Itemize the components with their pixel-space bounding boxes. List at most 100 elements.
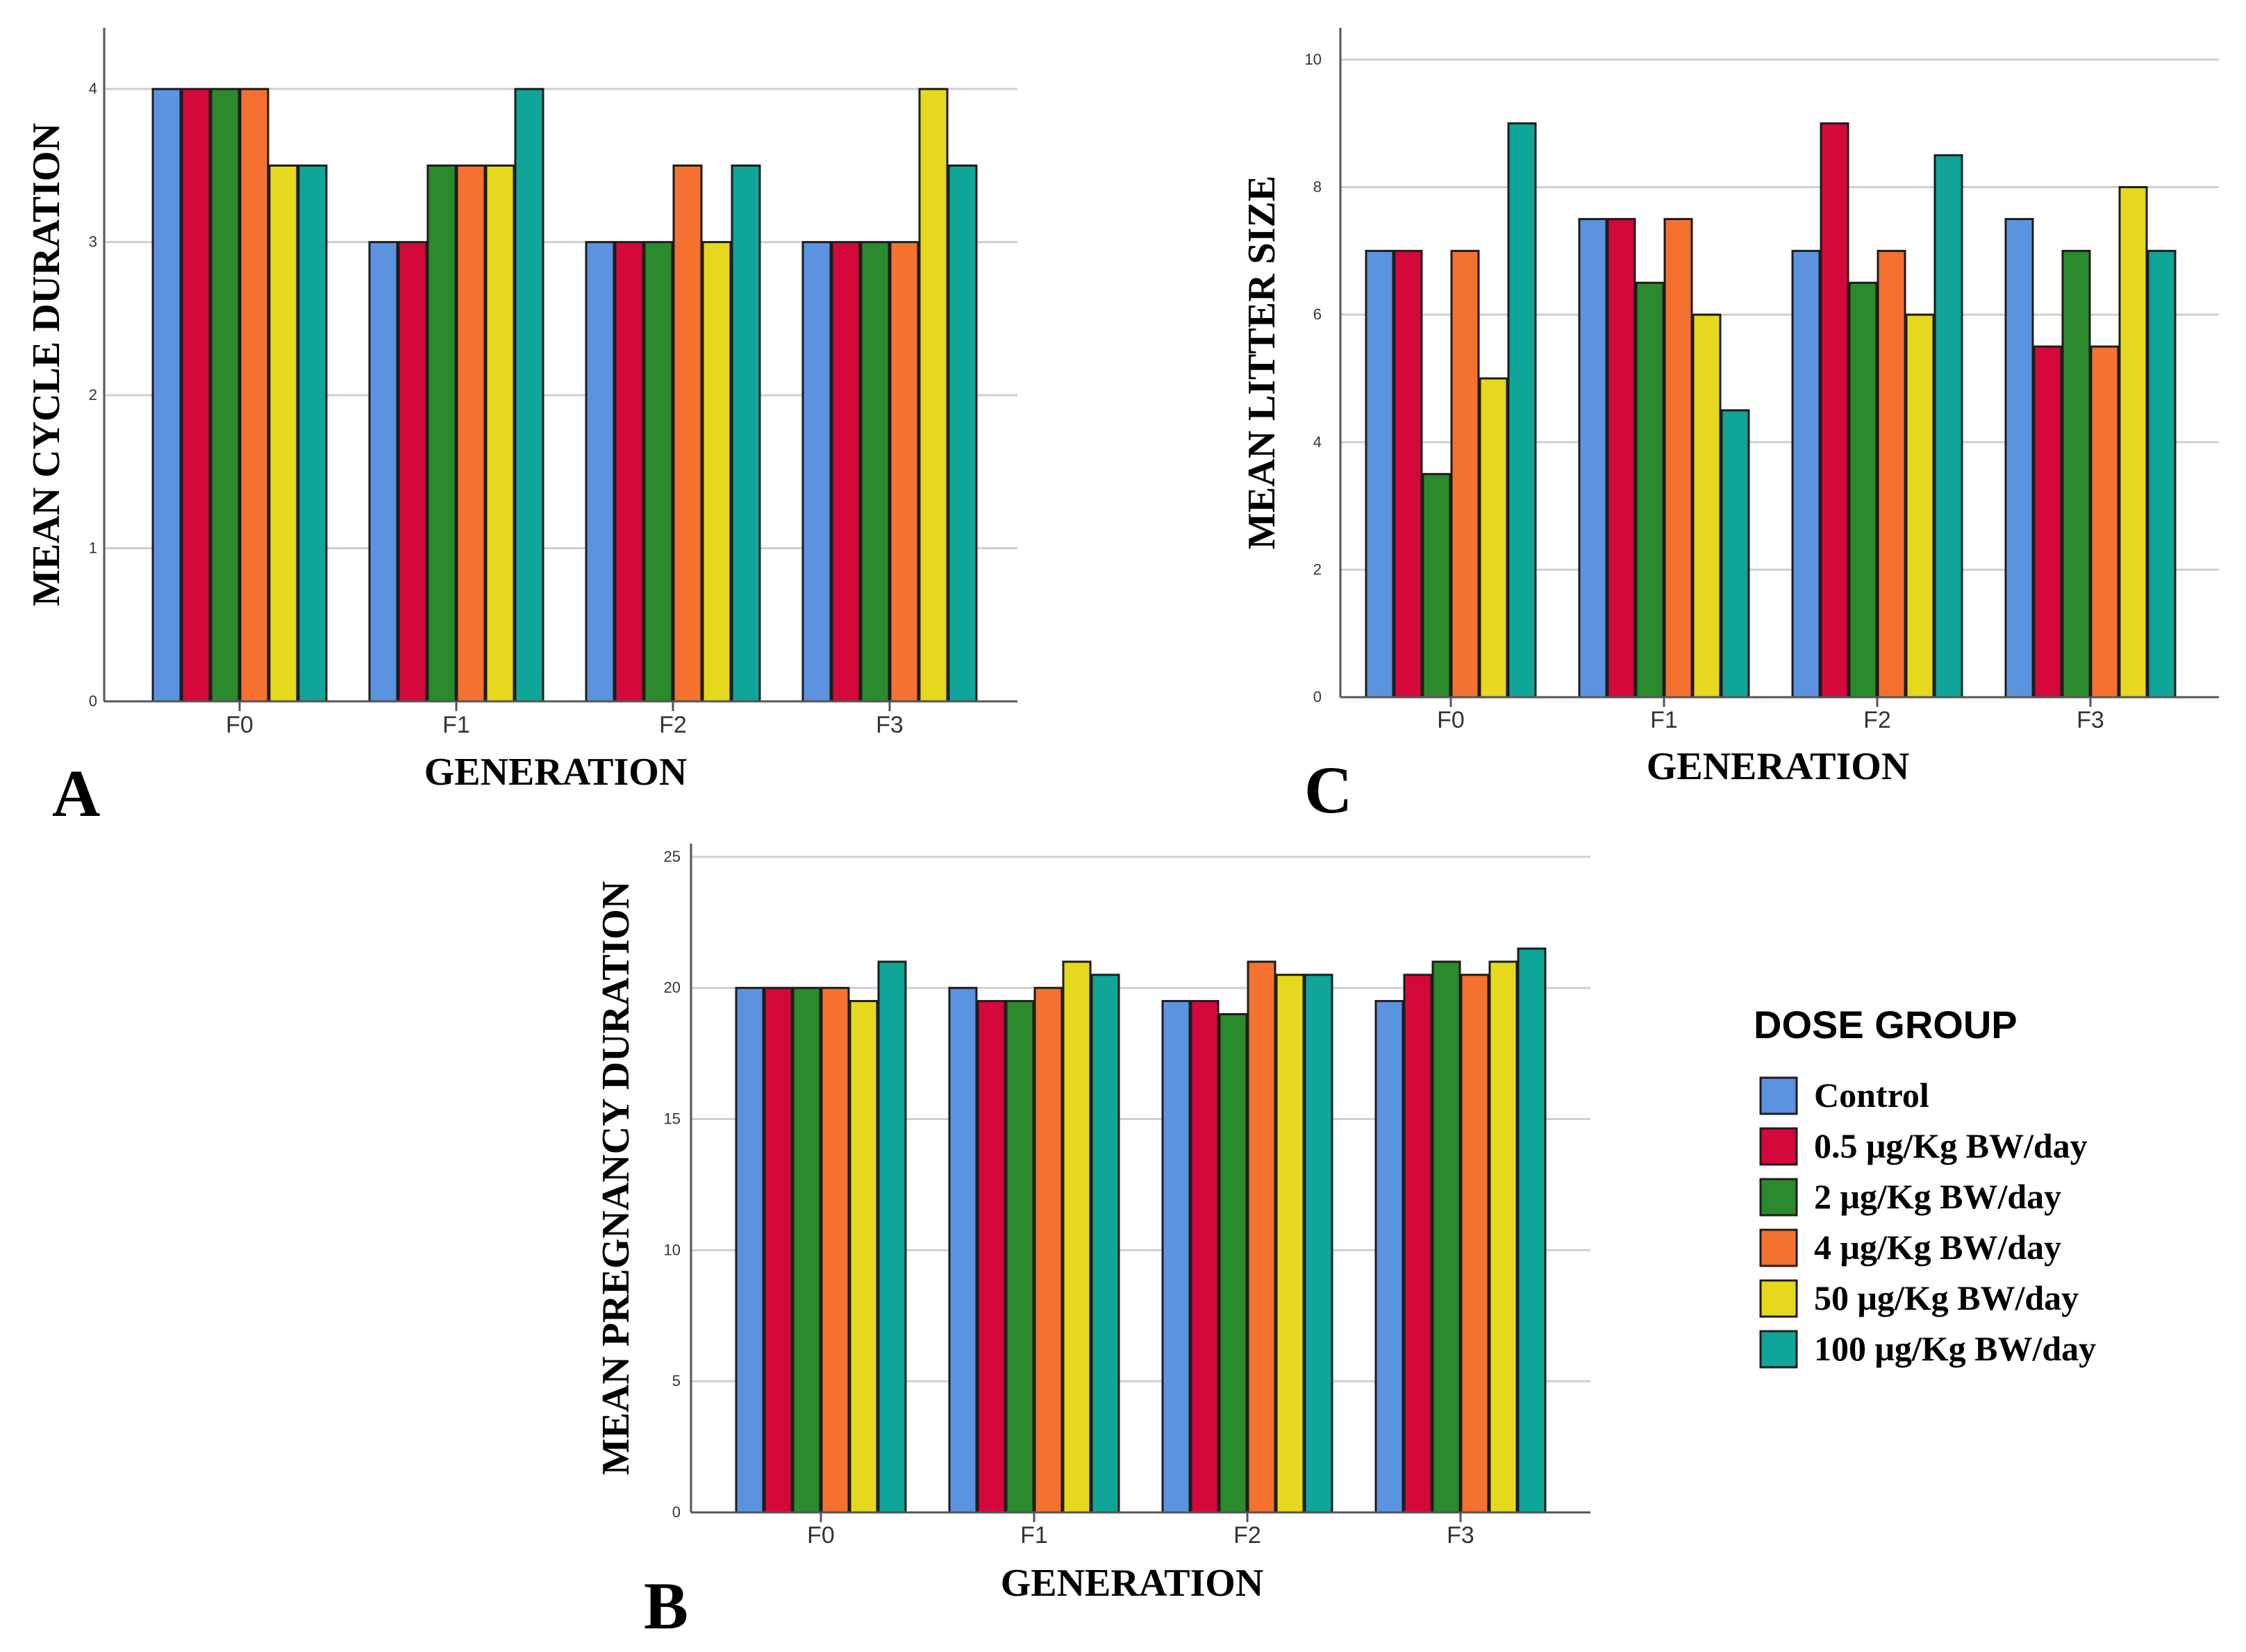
bar-f2-series-2 bbox=[1218, 1012, 1248, 1514]
bar-f0-series-1 bbox=[1393, 249, 1423, 699]
bar-f1-series-5 bbox=[1720, 409, 1750, 699]
x-tick-label: F0 bbox=[807, 1522, 835, 1549]
bar-f3-series-4 bbox=[918, 87, 949, 703]
bar-f1-series-5 bbox=[514, 87, 544, 703]
y-tick-label: 0 bbox=[672, 1503, 681, 1521]
legend-label: 100 μg/Kg BW/day bbox=[1814, 1329, 2096, 1368]
bar-f2-series-3 bbox=[1247, 960, 1276, 1514]
panel-label-c: C bbox=[1304, 753, 1352, 827]
bar-f0-series-2 bbox=[792, 987, 822, 1514]
x-tick-label: F2 bbox=[1233, 1522, 1261, 1549]
bar-f0-series-0 bbox=[151, 87, 182, 703]
bar-f0-series-1 bbox=[181, 87, 211, 703]
x-axis-title: GENERATION bbox=[1001, 1562, 1264, 1605]
legend-swatch bbox=[1759, 1330, 1798, 1369]
legend-label: 2 μg/Kg BW/day bbox=[1814, 1177, 2061, 1216]
bar-f0-series-2 bbox=[210, 87, 240, 703]
bar-f2-series-3 bbox=[672, 164, 703, 703]
bar-f1-series-1 bbox=[397, 241, 428, 703]
legend: DOSE GROUP Control 0.5 μg/Kg BW/day 2 μg/Kg… bbox=[1754, 1003, 2096, 1369]
y-tick-label: 5 bbox=[672, 1372, 681, 1390]
x-tick-label: F3 bbox=[876, 712, 904, 738]
bar-f1-series-1 bbox=[976, 1000, 1006, 1514]
bar-f2-series-4 bbox=[1275, 974, 1305, 1514]
chart-panel-c: 0 2 4 6 8 10 F0 F1 F2 F3 GENERATION MEAN LITTER SIZ… bbox=[1240, 28, 2219, 827]
bar-f3-series-3 bbox=[889, 241, 920, 703]
bar-f1-series-0 bbox=[1578, 217, 1608, 699]
panel-label-b: B bbox=[644, 1569, 688, 1643]
bar-f2-series-0 bbox=[1161, 1000, 1191, 1514]
bar-f1-series-3 bbox=[456, 164, 486, 703]
bar-f3-series-5 bbox=[947, 164, 978, 703]
y-tick-label: 8 bbox=[1313, 178, 1322, 196]
bar-f2-series-1 bbox=[1820, 122, 1849, 699]
bar-f0-series-5 bbox=[297, 164, 328, 703]
legend-label: 4 μg/Kg BW/day bbox=[1814, 1228, 2061, 1267]
bar-f2-series-5 bbox=[731, 164, 761, 703]
y-axis-title: MEAN PREGNANCY DURATION bbox=[594, 881, 638, 1476]
bar-f1-series-3 bbox=[1033, 987, 1063, 1514]
bar-f0-series-3 bbox=[239, 87, 269, 703]
bar-f2-series-5 bbox=[1933, 154, 1963, 699]
bar-f0-series-4 bbox=[1479, 377, 1508, 699]
bar-f2-series-0 bbox=[1791, 249, 1821, 699]
y-axis-title: MEAN LITTER SIZE bbox=[1240, 176, 1283, 549]
x-tick-label: F3 bbox=[2077, 707, 2104, 733]
y-tick-label: 4 bbox=[89, 80, 97, 97]
bar-f3-series-0 bbox=[2004, 217, 2034, 699]
y-tick-label: 10 bbox=[664, 1241, 681, 1258]
y-tick-label: 6 bbox=[1313, 306, 1322, 323]
bar-f1-series-1 bbox=[1606, 217, 1636, 699]
bar-f1-series-4 bbox=[1062, 960, 1092, 1514]
bar-f3-series-0 bbox=[801, 241, 832, 703]
bar-f0-series-5 bbox=[1507, 122, 1537, 699]
bar-f1-series-3 bbox=[1663, 217, 1693, 699]
x-axis-title: GENERATION bbox=[1647, 745, 1910, 788]
x-tick-label: F1 bbox=[442, 712, 470, 738]
bar-f3-series-1 bbox=[831, 241, 861, 703]
bar-f1-series-0 bbox=[948, 987, 978, 1514]
y-tick-label: 0 bbox=[89, 692, 97, 710]
bar-f1-series-2 bbox=[426, 164, 457, 703]
y-tick-label: 2 bbox=[1313, 560, 1322, 578]
bar-f3-series-4 bbox=[2118, 186, 2148, 699]
legend-swatch bbox=[1759, 1076, 1798, 1115]
x-tick-label: F3 bbox=[1447, 1522, 1474, 1549]
bar-f2-series-4 bbox=[701, 241, 732, 703]
y-tick-label: 2 bbox=[89, 386, 97, 403]
legend-swatch bbox=[1759, 1178, 1798, 1217]
bar-f3-series-0 bbox=[1374, 1000, 1404, 1514]
bar-f0-series-4 bbox=[849, 1000, 879, 1514]
legend-swatch bbox=[1759, 1279, 1798, 1318]
y-tick-label: 0 bbox=[1313, 688, 1322, 706]
y-tick-label: 4 bbox=[1313, 433, 1322, 451]
bar-f2-series-2 bbox=[643, 241, 674, 703]
bar-f3-series-5 bbox=[1517, 947, 1547, 1514]
bar-f3-series-1 bbox=[1403, 974, 1433, 1514]
bar-f3-series-1 bbox=[2033, 345, 2063, 699]
bar-f1-series-2 bbox=[1005, 1000, 1035, 1514]
bar-f3-series-2 bbox=[1431, 960, 1461, 1514]
chart-panel-b: 0 5 10 15 20 25 F0 F1 F2 F3 GENERATION MEAN PREGNAN… bbox=[594, 844, 1590, 1643]
bar-f2-series-3 bbox=[1877, 249, 1906, 699]
y-tick-label: 10 bbox=[1305, 51, 1322, 68]
legend-title: DOSE GROUP bbox=[1754, 1003, 2018, 1046]
bar-f0-series-2 bbox=[1422, 473, 1451, 699]
chart-panel-a: 0 1 2 3 4 F0 F1 F2 F3 GENERATION MEAN CYCLE DURATI… bbox=[25, 28, 1017, 831]
bar-f2-series-1 bbox=[1190, 1000, 1220, 1514]
bar-f2-series-0 bbox=[585, 241, 615, 703]
y-tick-label: 20 bbox=[664, 979, 681, 996]
panel-label-a: A bbox=[52, 756, 100, 831]
bar-f1-series-4 bbox=[485, 164, 515, 703]
bar-f0-series-1 bbox=[763, 987, 793, 1514]
x-tick-label: F2 bbox=[1863, 707, 1891, 733]
x-tick-label: F2 bbox=[659, 712, 687, 738]
bar-f2-series-5 bbox=[1304, 974, 1333, 1514]
legend-swatch bbox=[1759, 1127, 1798, 1166]
x-tick-label: F0 bbox=[1437, 707, 1465, 733]
bar-f3-series-2 bbox=[2061, 249, 2091, 699]
bar-f1-series-5 bbox=[1090, 974, 1120, 1514]
y-tick-label: 25 bbox=[664, 848, 681, 865]
bar-f3-series-2 bbox=[860, 241, 890, 703]
bar-f0-series-3 bbox=[1450, 249, 1480, 699]
